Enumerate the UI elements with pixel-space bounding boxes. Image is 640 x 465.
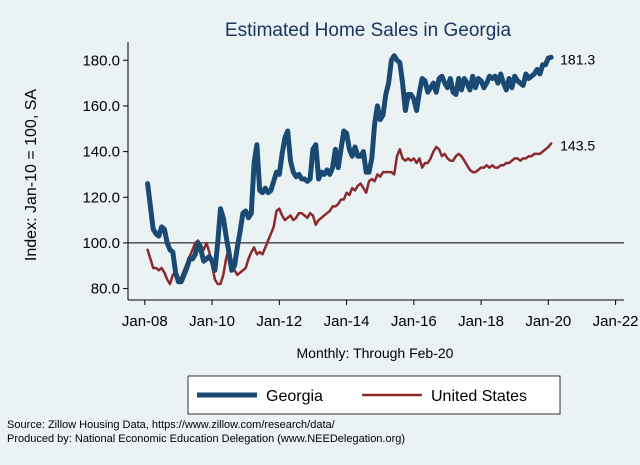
y-tick-label: 100.0 (82, 235, 120, 252)
chart-title: Estimated Home Sales in Georgia (225, 20, 512, 41)
x-tick-label: Jan-14 (324, 313, 370, 330)
legend-label: United States (431, 388, 527, 405)
y-axis-label: Index: Jan-10 = 100, SA (23, 89, 40, 261)
axes: 80.0 100.0 120.0 140.0 160.0 180.0 Jan-08 Jan-1… (82, 42, 639, 330)
series-line-georgia (145, 53, 554, 285)
legend-label: Georgia (266, 388, 323, 405)
legend-items: Georgia United States (197, 388, 527, 405)
x-tick-label: Jan-20 (525, 313, 571, 330)
y-tick-label: 120.0 (82, 189, 120, 206)
y-tick-label: 160.0 (82, 98, 120, 115)
end-labels: 181.3 143.5 (560, 51, 595, 153)
x-tick-label: Jan-22 (593, 313, 639, 330)
x-axis-label: Monthly: Through Feb-20 (297, 345, 454, 361)
series-line-united-states (146, 142, 553, 286)
y-tick-label: 80.0 (91, 281, 120, 298)
x-tick-label: Jan-16 (391, 313, 437, 330)
x-tick-label: Jan-10 (189, 313, 235, 330)
y-tick-label: 140.0 (82, 144, 120, 161)
x-tick-label: Jan-18 (458, 313, 504, 330)
series-lines (145, 53, 554, 286)
source-line-2: Produced by: National Economic Education… (7, 433, 405, 445)
source-line-1: Source: Zillow Housing Data, https://www… (7, 419, 336, 431)
y-tick-label: 180.0 (82, 52, 120, 69)
legend: Georgia United States (187, 375, 561, 415)
x-tick-label: Jan-08 (122, 313, 168, 330)
x-tick-label: Jan-12 (256, 313, 302, 330)
end-label: 143.5 (560, 138, 595, 154)
end-label: 181.3 (560, 51, 595, 67)
